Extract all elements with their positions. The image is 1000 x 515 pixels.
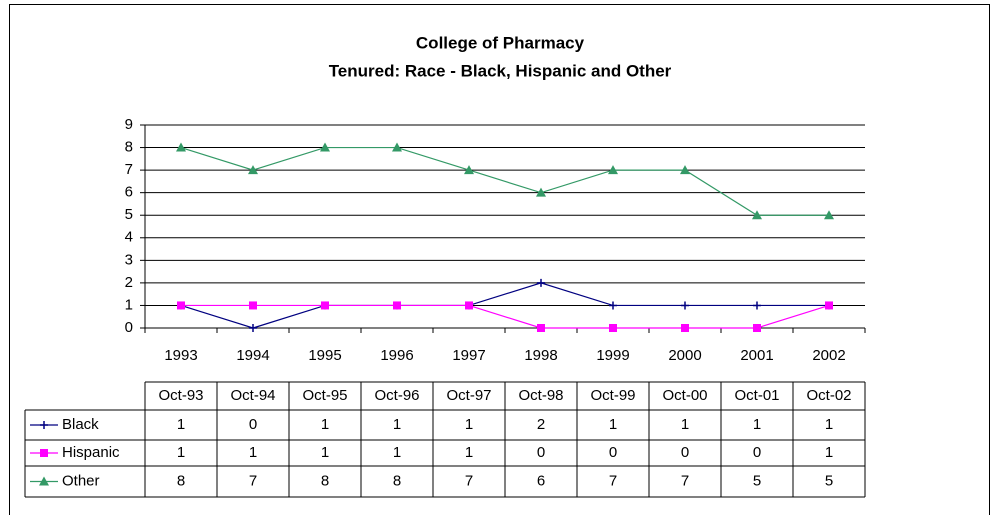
table-cell: 8 — [177, 472, 185, 489]
chart-frame — [9, 4, 990, 515]
y-tick-label: 0 — [125, 319, 133, 336]
table-cell: 1 — [321, 444, 329, 461]
table-cell: 1 — [177, 416, 185, 433]
x-tick-label: 1993 — [164, 347, 197, 364]
legend-label: Hispanic — [62, 444, 120, 461]
table-cell: 1 — [321, 416, 329, 433]
series-line — [181, 304, 830, 329]
table-cell: 5 — [825, 472, 833, 489]
marker — [680, 165, 690, 175]
y-tick-label: 9 — [125, 116, 133, 133]
marker — [249, 301, 257, 310]
table-cell: 0 — [753, 444, 761, 461]
marker — [249, 324, 257, 332]
y-tick-label: 7 — [125, 161, 133, 178]
table-cell: 8 — [321, 472, 329, 489]
marker — [320, 142, 330, 152]
x-tick-label: 2000 — [668, 347, 701, 364]
marker — [752, 210, 762, 220]
x-tick-label: 1996 — [380, 347, 413, 364]
y-tick-label: 1 — [125, 296, 133, 313]
table-header: Oct-02 — [806, 387, 851, 404]
x-tick-label: 1998 — [524, 347, 557, 364]
marker — [825, 301, 833, 310]
table-cell: 0 — [249, 416, 257, 433]
legend-marker — [39, 476, 49, 486]
table-cell: 7 — [465, 472, 473, 489]
series-line — [180, 146, 829, 216]
marker — [609, 324, 617, 332]
table-cell: 1 — [177, 444, 185, 461]
marker — [465, 301, 473, 310]
table-header: Oct-99 — [590, 387, 635, 404]
table-cell: 1 — [825, 416, 833, 433]
table-cell: 1 — [465, 444, 473, 461]
y-tick-label: 3 — [125, 251, 133, 268]
table-cell: 0 — [609, 444, 617, 461]
y-tick-label: 6 — [125, 184, 133, 201]
marker — [537, 324, 545, 332]
marker — [392, 142, 402, 152]
chart-title: College of Pharmacy — [416, 33, 585, 52]
marker — [177, 301, 185, 310]
y-tick-label: 8 — [125, 139, 133, 156]
table-header: Oct-98 — [518, 387, 563, 404]
marker — [753, 324, 761, 332]
legend-label: Other — [62, 472, 100, 489]
table-cell: 1 — [393, 444, 401, 461]
table-header: Oct-01 — [734, 387, 779, 404]
table-cell: 0 — [537, 444, 545, 461]
table-header: Oct-97 — [446, 387, 491, 404]
table-cell: 1 — [609, 416, 617, 433]
table-cell: 1 — [753, 416, 761, 433]
x-tick-label: 2002 — [812, 347, 845, 364]
marker — [176, 142, 186, 152]
table-header: Oct-93 — [158, 387, 203, 404]
table-cell: 1 — [393, 416, 401, 433]
table-header: Oct-95 — [302, 387, 347, 404]
marker — [608, 165, 618, 175]
marker — [536, 187, 546, 197]
table-cell: 6 — [537, 472, 545, 489]
table-cell: 1 — [465, 416, 473, 433]
series-line — [180, 282, 829, 329]
table-cell: 1 — [249, 444, 257, 461]
marker — [681, 324, 689, 332]
table-cell: 1 — [681, 416, 689, 433]
table-cell: 0 — [681, 444, 689, 461]
x-tick-label: 1999 — [596, 347, 629, 364]
table-cell: 2 — [537, 416, 545, 433]
marker — [681, 301, 689, 310]
legend-label: Black — [62, 416, 99, 433]
table-cell: 7 — [249, 472, 257, 489]
x-tick-label: 1994 — [236, 347, 269, 364]
marker — [609, 301, 617, 310]
table-header: Oct-00 — [662, 387, 707, 404]
legend-marker — [40, 449, 48, 457]
marker — [464, 165, 474, 175]
table-cell: 7 — [681, 472, 689, 489]
x-tick-label: 2001 — [740, 347, 773, 364]
marker — [824, 210, 834, 220]
marker — [393, 301, 401, 310]
y-tick-label: 2 — [125, 274, 133, 291]
chart-subtitle: Tenured: Race - Black, Hispanic and Othe… — [329, 61, 672, 80]
legend-marker — [40, 421, 48, 429]
marker — [321, 301, 329, 310]
table-cell: 1 — [825, 444, 833, 461]
x-tick-label: 1997 — [452, 347, 485, 364]
table-cell: 7 — [609, 472, 617, 489]
table-header: Oct-96 — [374, 387, 419, 404]
marker — [753, 301, 761, 310]
y-tick-label: 5 — [125, 206, 133, 223]
table-cell: 5 — [753, 472, 761, 489]
marker — [248, 165, 258, 175]
x-tick-label: 1995 — [308, 347, 341, 364]
table-header: Oct-94 — [230, 387, 275, 404]
table-cell: 8 — [393, 472, 401, 489]
marker — [537, 278, 545, 287]
y-tick-label: 4 — [125, 229, 133, 246]
